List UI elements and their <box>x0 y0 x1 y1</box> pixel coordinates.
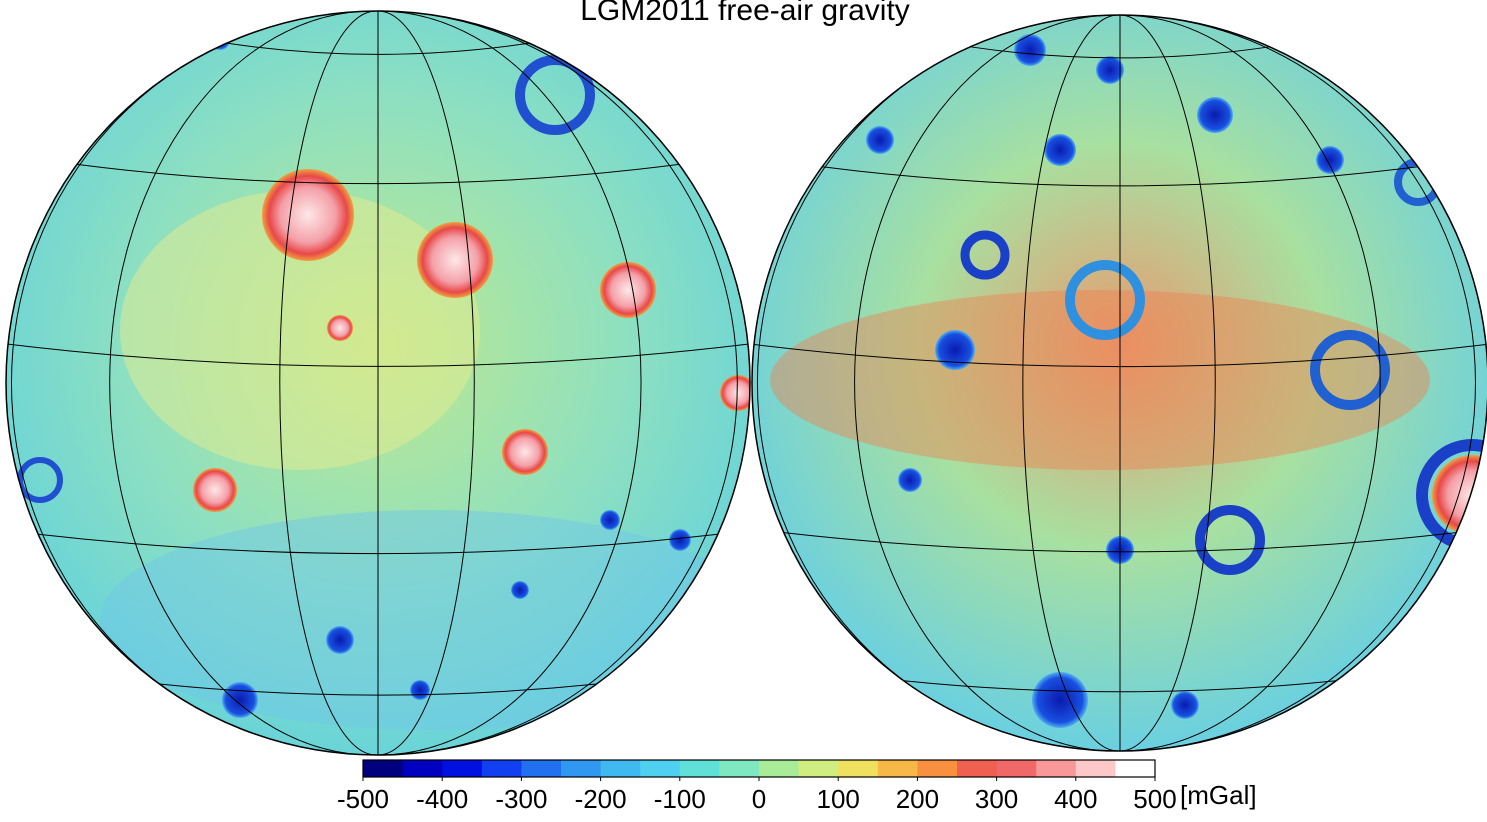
colorbar-step <box>679 760 720 777</box>
farside-globe <box>752 15 1487 751</box>
colorbar-tick-label: -500 <box>337 784 389 814</box>
colorbar-tick-label: -100 <box>654 784 706 814</box>
colorbar-step <box>363 760 404 777</box>
meridian <box>377 11 738 755</box>
colorbar-step <box>521 760 562 777</box>
colorbar-unit: [mGal] <box>1180 780 1257 810</box>
colorbar-step <box>481 760 522 777</box>
meridian <box>109 11 373 755</box>
colorbar-step <box>1036 760 1077 777</box>
colorbar-tick-label: 400 <box>1054 784 1097 814</box>
meridian <box>1119 15 1216 751</box>
globe-outline <box>5 10 751 756</box>
colorbar-step <box>798 760 839 777</box>
colorbar-tick-label: -300 <box>495 784 547 814</box>
colorbar-step <box>600 760 641 777</box>
colorbar-step <box>442 760 483 777</box>
colorbar-tick-label: 100 <box>817 784 860 814</box>
colorbar-step <box>759 760 800 777</box>
meridian <box>377 11 475 755</box>
meridian <box>377 11 642 755</box>
meridian <box>854 15 1115 751</box>
title: LGM2011 free-air gravity <box>580 0 910 27</box>
colorbar-step <box>719 760 760 777</box>
meridian <box>279 11 377 755</box>
colorbar-tick-label: 200 <box>896 784 939 814</box>
meridian <box>1022 15 1119 751</box>
colorbar-tick-label: 500 <box>1133 784 1176 814</box>
colorbar-step <box>561 760 602 777</box>
colorbar-tick-label: -400 <box>416 784 468 814</box>
colorbar-step <box>838 760 879 777</box>
colorbar-tick-label: -200 <box>575 784 627 814</box>
nearside-globe <box>6 11 750 755</box>
colorbar-tick-label: 300 <box>975 784 1018 814</box>
colorbar-step <box>917 760 958 777</box>
colorbar-tick-label: 0 <box>752 784 766 814</box>
colorbar-step <box>877 760 918 777</box>
colorbar-step <box>1075 760 1116 777</box>
colorbar-step <box>402 760 443 777</box>
meridian <box>1119 15 1381 751</box>
colorbar: -500 -400 -300 -200 -100 0 100 200 300 400 500 [mGa… <box>337 759 1257 814</box>
meridian <box>1119 15 1476 751</box>
colorbar-step <box>640 760 681 777</box>
globe-outline <box>751 14 1487 752</box>
colorbar-step <box>1115 760 1156 777</box>
colorbar-step <box>957 760 998 777</box>
colorbar-step <box>996 760 1037 777</box>
